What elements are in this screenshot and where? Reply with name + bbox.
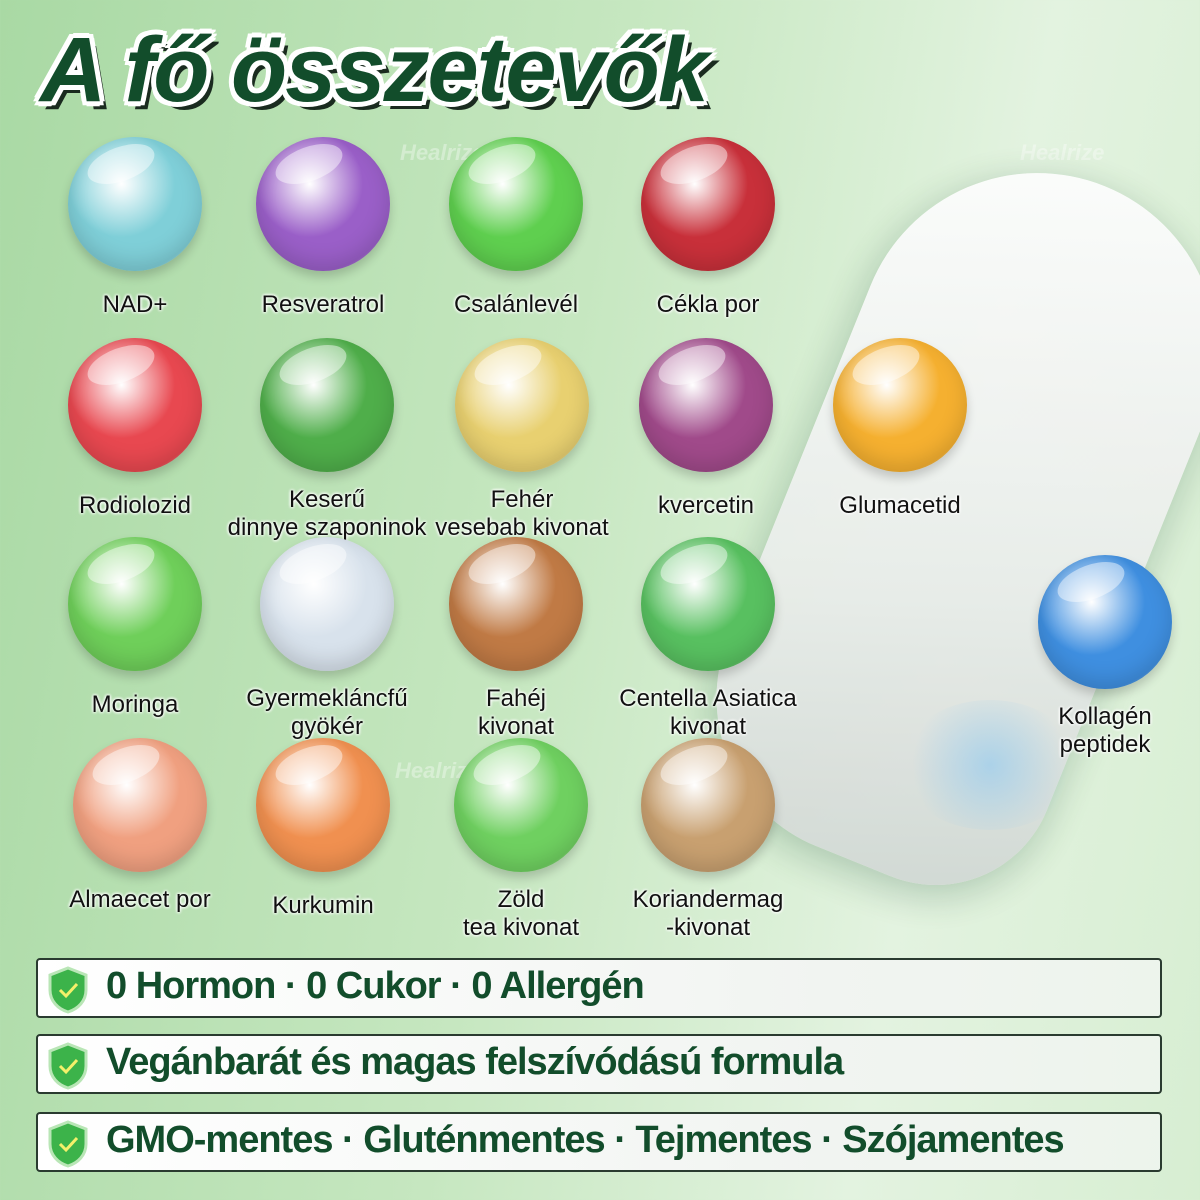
ingredient-image xyxy=(641,537,775,671)
ingredient-label: kvercetin xyxy=(657,492,755,519)
ingredient-label: Kollagén peptidek xyxy=(1058,703,1152,758)
ingredient-item: Zöld tea kivonat xyxy=(421,738,621,942)
ingredient-label: Gyermekláncfű gyökér xyxy=(246,685,408,740)
ingredient-label: Moringa xyxy=(91,691,179,718)
ingredient-item: Gyermekláncfű gyökér xyxy=(227,537,427,741)
ingredient-label: Kurkumin xyxy=(272,892,374,919)
ingredient-label: Almaecet por xyxy=(69,886,211,913)
ingredient-label: Zöld tea kivonat xyxy=(462,886,580,941)
ingredient-image xyxy=(449,537,583,671)
shield-check-icon xyxy=(48,966,88,1014)
ingredient-item: Koriandermag -kivonat xyxy=(608,738,808,942)
ingredient-item: Kurkumin xyxy=(223,738,423,920)
ingredient-image xyxy=(256,137,390,271)
ingredient-image xyxy=(260,338,394,472)
ingredient-image xyxy=(455,338,589,472)
ingredient-item: NAD+ xyxy=(35,137,235,319)
feature-bar: Vegánbarát és magas felszívódású formula xyxy=(36,1034,1162,1094)
ingredient-item: Moringa xyxy=(35,537,235,719)
ingredient-image xyxy=(454,738,588,872)
ingredient-item: Fahéj kivonat xyxy=(416,537,616,741)
feature-text: 0 Hormon · 0 Cukor · 0 Allergén xyxy=(106,965,645,1007)
ingredient-image xyxy=(833,338,967,472)
ingredient-item: Fehér vesebab kivonat xyxy=(422,338,622,542)
ingredient-image xyxy=(1038,555,1172,689)
ingredient-label: Keserű dinnye szaponinok xyxy=(227,486,427,541)
ingredient-label: Glumacetid xyxy=(839,492,961,519)
ingredient-item: Kollagén peptidek xyxy=(1005,555,1200,759)
ingredient-label: NAD+ xyxy=(102,291,168,318)
ingredient-item: Almaecet por xyxy=(40,738,240,914)
ingredient-image xyxy=(641,738,775,872)
shield-check-icon xyxy=(48,1120,88,1168)
ingredient-item: Rodiolozid xyxy=(35,338,235,520)
shield-check-icon xyxy=(48,1042,88,1090)
feature-bar: GMO-mentes · Gluténmentes · Tejmentes · … xyxy=(36,1112,1162,1172)
ingredient-image xyxy=(641,137,775,271)
ingredient-image xyxy=(68,338,202,472)
ingredient-label: Fehér vesebab kivonat xyxy=(435,486,609,541)
ingredient-item: Glumacetid xyxy=(800,338,1000,520)
ingredient-image xyxy=(256,738,390,872)
ingredient-image xyxy=(73,738,207,872)
feature-text: GMO-mentes · Gluténmentes · Tejmentes · … xyxy=(106,1119,1065,1161)
feature-bar: 0 Hormon · 0 Cukor · 0 Allergén xyxy=(36,958,1162,1018)
ingredient-label: Rodiolozid xyxy=(78,492,192,519)
ingredient-item: Centella Asiatica kivonat xyxy=(608,537,808,741)
ingredient-item: kvercetin xyxy=(606,338,806,520)
ingredient-label: Fahéj kivonat xyxy=(477,685,555,740)
ingredient-item: Cékla por xyxy=(608,137,808,319)
ingredient-image xyxy=(639,338,773,472)
ingredient-label: Cékla por xyxy=(656,291,760,318)
ingredient-image xyxy=(68,537,202,671)
ingredient-item: Csalánlevél xyxy=(416,137,616,319)
water-splash xyxy=(900,700,1080,830)
ingredient-label: Centella Asiatica kivonat xyxy=(619,685,797,740)
page-title: A fő összetevők xyxy=(40,19,709,121)
ingredient-label: Csalánlevél xyxy=(453,291,579,318)
ingredient-label: Resveratrol xyxy=(261,291,385,318)
feature-text: Vegánbarát és magas felszívódású formula xyxy=(106,1041,844,1083)
ingredient-item: Keserű dinnye szaponinok xyxy=(227,338,427,542)
ingredient-image xyxy=(449,137,583,271)
ingredient-image xyxy=(68,137,202,271)
watermark: Healrize xyxy=(1020,140,1105,165)
ingredient-image xyxy=(260,537,394,671)
ingredient-item: Resveratrol xyxy=(223,137,423,319)
ingredient-label: Koriandermag -kivonat xyxy=(632,886,784,941)
